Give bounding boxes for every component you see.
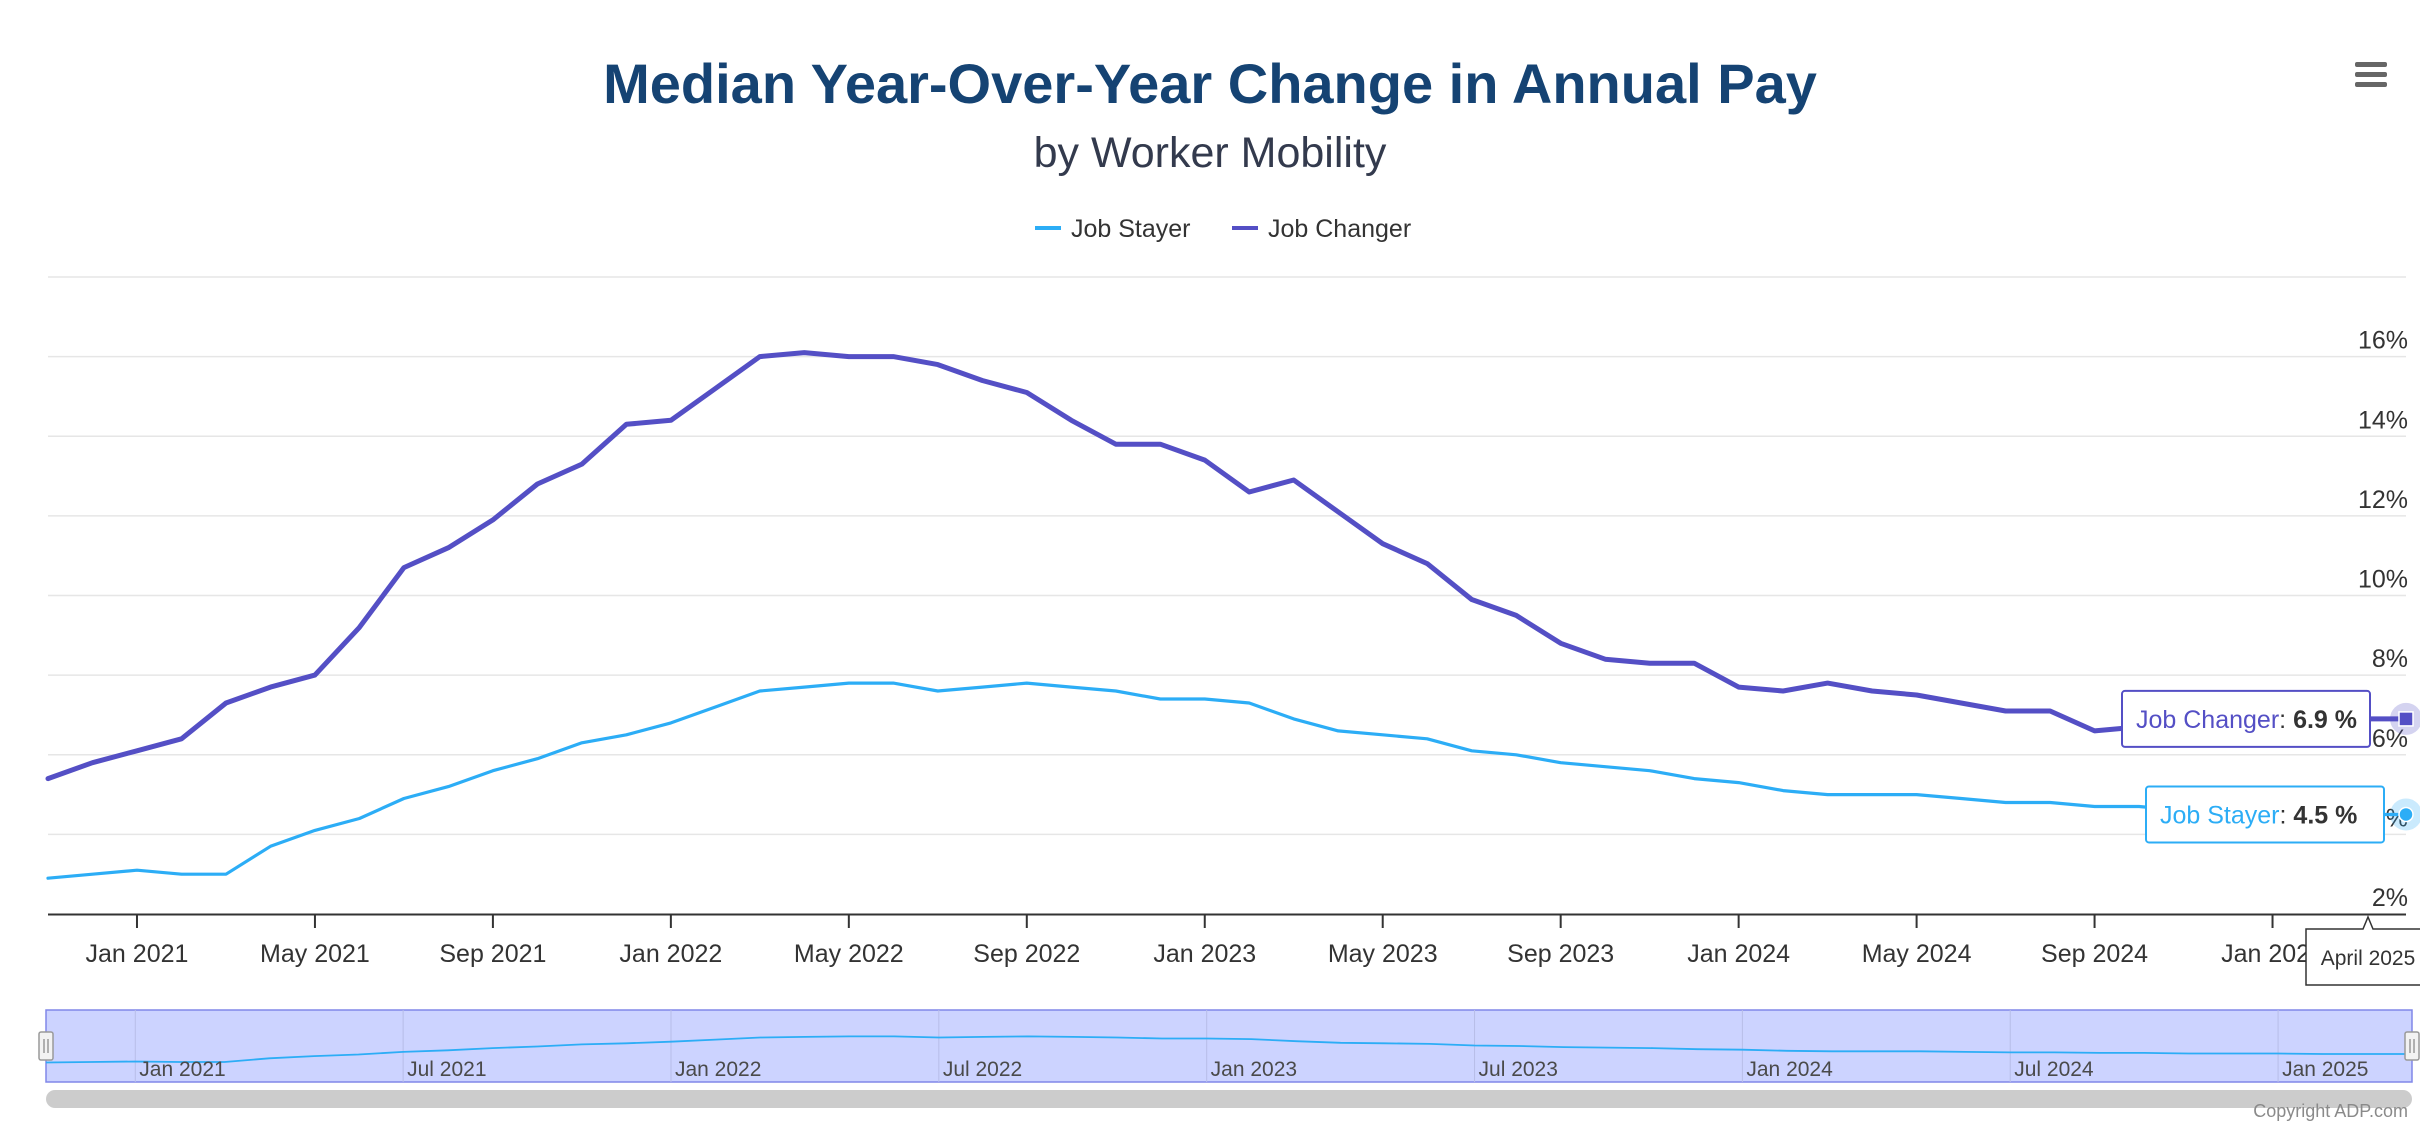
series-line-job-stayer[interactable] <box>46 681 2408 880</box>
y-tick-label: 10% <box>2358 566 2408 594</box>
hover-markers <box>2390 702 2420 831</box>
legend-label-job-changer: Job Changer <box>1268 215 1411 243</box>
svg-text:Job Stayer: 4.5 %: Job Stayer: 4.5 % <box>2160 801 2357 829</box>
x-tick-label: Jan 2024 <box>1687 940 1790 968</box>
navigator-tick-label: Jul 2022 <box>943 1058 1022 1081</box>
data-point-job-stayer[interactable] <box>2398 806 2414 823</box>
grid-lines <box>48 276 2406 836</box>
scrollbar[interactable] <box>46 1090 2412 1108</box>
y-tick-label: 16% <box>2358 327 2408 355</box>
x-tick-label: Sep 2023 <box>1507 940 1614 968</box>
y-tick-label: 12% <box>2358 486 2408 514</box>
navigator-handle-right[interactable] <box>2404 1031 2420 1061</box>
navigator-tick-label: Jan 2024 <box>1746 1058 1833 1081</box>
series-line-job-changer[interactable] <box>45 350 2409 782</box>
plot-area <box>45 350 2409 880</box>
y-tick-label: 2% <box>2372 884 2408 912</box>
navigator-labels: Jan 2021 Jul 2021 Jan 2022 Jul 2022 Jan 2023… <box>139 1058 2368 1081</box>
x-tick-label: May 2021 <box>260 940 370 968</box>
x-tick-label: Sep 2024 <box>2041 940 2148 968</box>
crosshair-label: April 2025 <box>2305 915 2420 986</box>
legend-item-job-changer[interactable]: Job Changer <box>1232 215 1411 243</box>
navigator-tick-label: Jan 2021 <box>139 1058 225 1081</box>
chart-subtitle: by Worker Mobility <box>1034 129 1387 177</box>
x-tick-label: Jan 2021 <box>86 940 189 968</box>
credits[interactable]: Copyright ADP.com <box>2253 1101 2408 1121</box>
navigator-handle-left[interactable] <box>38 1031 54 1061</box>
chart-title: Median Year-Over-Year Change in Annual P… <box>603 52 1817 115</box>
navigator-mask[interactable] <box>45 1009 2413 1083</box>
legend-item-job-stayer[interactable]: Job Stayer <box>1035 215 1191 243</box>
navigator-grid <box>134 1010 2279 1082</box>
y-tick-label: 6% <box>2372 725 2408 753</box>
navigator-tick-label: Jul 2021 <box>407 1058 486 1081</box>
navigator-tick-label: Jul 2024 <box>2014 1058 2094 1081</box>
navigator-tick-label: Jan 2022 <box>675 1058 761 1081</box>
navigator-series-job-stayer <box>45 1035 2412 1064</box>
x-tick-label: Sep 2021 <box>439 940 546 968</box>
navigator: Jan 2021 Jul 2021 Jan 2022 Jul 2022 Jan 2023… <box>38 1009 2420 1083</box>
x-tick-label: Jan 2022 <box>619 940 722 968</box>
tooltip-value: 4.5 % <box>2293 801 2357 829</box>
tooltip-job-changer: Job Changer: 6.9 % <box>2121 689 2371 748</box>
navigator-tick-label: Jan 2023 <box>1211 1058 1297 1081</box>
x-tick-label: May 2022 <box>794 940 904 968</box>
navigator-tick-label: Jan 2025 <box>2282 1058 2368 1081</box>
x-tick-label: Jan 2023 <box>1153 940 1256 968</box>
x-tick-label: May 2024 <box>1862 940 1972 968</box>
data-point-job-changer[interactable] <box>2398 711 2414 727</box>
legend-label-job-stayer: Job Stayer <box>1071 215 1191 243</box>
y-tick-label: 14% <box>2358 406 2408 434</box>
tooltip-series-name: Job Stayer <box>2160 801 2280 829</box>
navigator-tick-label: Jul 2023 <box>1479 1058 1558 1081</box>
hamburger-menu-icon[interactable] <box>2349 56 2393 94</box>
y-tick-label: 8% <box>2372 645 2408 673</box>
crosshair-date: April 2025 <box>2321 947 2416 970</box>
legend: Job Stayer Job Changer <box>1035 215 1411 243</box>
tooltip-job-stayer: Job Stayer: 4.5 % <box>2145 785 2385 844</box>
x-axis: Jan 2021 May 2021 Sep 2021 Jan 2022 May 2022… <box>48 913 2406 968</box>
svg-text:Job Changer: 6.9 %: Job Changer: 6.9 % <box>2136 706 2357 734</box>
x-tick-label: May 2023 <box>1328 940 1438 968</box>
x-tick-label: Sep 2022 <box>973 940 1080 968</box>
tooltip-value: 6.9 % <box>2293 706 2357 734</box>
tooltip-series-name: Job Changer <box>2136 706 2279 734</box>
